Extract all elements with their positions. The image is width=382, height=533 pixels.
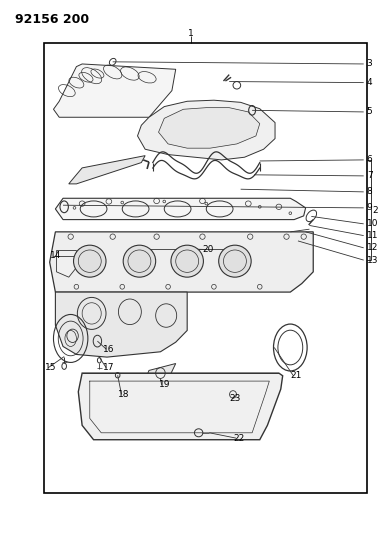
Polygon shape [159,108,260,148]
Text: 7: 7 [367,172,372,180]
Text: 22: 22 [233,434,244,442]
Text: 18: 18 [118,390,130,399]
Polygon shape [143,364,176,385]
Text: 19: 19 [159,381,170,389]
Text: 3: 3 [367,60,372,68]
Text: 21: 21 [290,372,302,380]
Text: 6: 6 [367,156,372,164]
Text: 16: 16 [103,345,115,353]
Ellipse shape [73,245,106,277]
Text: 4: 4 [367,78,372,87]
Polygon shape [55,198,306,220]
Text: 8: 8 [367,188,372,196]
Text: 13: 13 [367,256,378,264]
Text: 15: 15 [45,364,57,372]
Polygon shape [57,251,76,277]
Polygon shape [69,156,145,184]
Text: 20: 20 [202,245,214,254]
Text: 9: 9 [367,204,372,212]
Ellipse shape [171,245,203,277]
Polygon shape [50,232,313,292]
Ellipse shape [219,245,251,277]
Text: 17: 17 [103,364,115,372]
Ellipse shape [123,245,155,277]
Text: 14: 14 [50,252,61,260]
Text: 5: 5 [367,108,372,116]
Polygon shape [55,292,187,357]
Text: 2: 2 [372,206,378,214]
Text: 11: 11 [367,231,378,240]
Polygon shape [78,373,283,440]
Text: 1: 1 [188,29,194,37]
Text: 92156 200: 92156 200 [15,13,89,26]
Polygon shape [53,64,176,117]
Text: 10: 10 [367,220,378,228]
Polygon shape [138,100,275,160]
Text: 23: 23 [229,394,241,402]
Text: 12: 12 [367,244,378,252]
Bar [44,43,367,493]
